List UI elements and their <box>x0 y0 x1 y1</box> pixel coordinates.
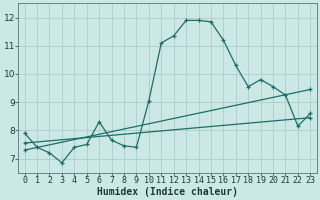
X-axis label: Humidex (Indice chaleur): Humidex (Indice chaleur) <box>97 186 238 197</box>
